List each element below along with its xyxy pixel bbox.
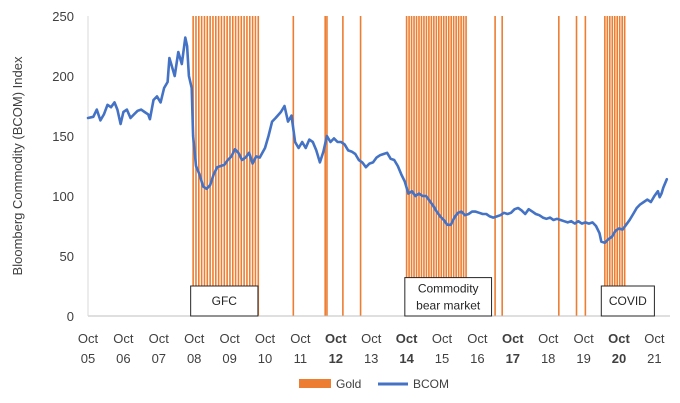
x-tick-year: 14 (399, 351, 414, 366)
gold-bars-layer (192, 16, 626, 316)
x-tick-month: Oct (325, 331, 347, 346)
x-tick-month: Oct (644, 331, 665, 346)
x-tick-year: 18 (541, 351, 555, 366)
x-tick-month: Oct (538, 331, 559, 346)
annotation-text: bear market (416, 298, 481, 312)
x-tick-month: Oct (432, 331, 453, 346)
x-tick-year: 12 (329, 351, 343, 366)
legend-label-gold: Gold (336, 377, 361, 391)
legend-item-gold: Gold (299, 377, 361, 391)
x-tick-month: Oct (467, 331, 488, 346)
x-tick-month: Oct (255, 331, 276, 346)
annotation-text: Commodity (418, 281, 479, 295)
y-tick-label: 150 (52, 129, 74, 144)
x-tick-month: Oct (78, 331, 99, 346)
annotation-commodity-bear-market: Commodity bear market (404, 277, 493, 317)
x-tick-year: 09 (222, 351, 236, 366)
legend-swatch-gold (299, 379, 331, 388)
x-tick-month: Oct (290, 331, 311, 346)
x-tick-year: 20 (612, 351, 626, 366)
annotation-covid: COVID (600, 285, 655, 317)
x-tick-year: 13 (364, 351, 378, 366)
x-tick-year: 15 (435, 351, 449, 366)
y-tick-label: 250 (52, 9, 74, 24)
annotation-text: GFC (212, 294, 238, 308)
x-tick-month: Oct (113, 331, 134, 346)
x-tick-month: Oct (396, 331, 418, 346)
x-tick-year: 21 (647, 351, 661, 366)
annotation-text: COVID (609, 294, 647, 308)
x-tick-year: 16 (470, 351, 484, 366)
annotation-box (404, 277, 493, 317)
legend-item-bcom: BCOM (378, 377, 449, 391)
x-tick-month: Oct (573, 331, 594, 346)
x-tick-year: 07 (152, 351, 166, 366)
x-tick-month: Oct (608, 331, 630, 346)
x-tick-month: Oct (184, 331, 205, 346)
annotations-layer: GFC Commodity bear market COVID (190, 277, 655, 317)
annotation-box (600, 285, 655, 317)
x-tick-year: 17 (506, 351, 520, 366)
x-tick-month: Oct (219, 331, 240, 346)
x-tick-month: Oct (149, 331, 170, 346)
x-tick-year: 06 (116, 351, 130, 366)
y-tick-label: 200 (52, 69, 74, 84)
x-tick-year: 19 (576, 351, 590, 366)
legend: Gold BCOM (299, 377, 449, 391)
annotation-box (190, 285, 259, 317)
x-tick-month: Oct (361, 331, 382, 346)
legend-label-bcom: BCOM (413, 377, 449, 391)
annotation-gfc: GFC (190, 285, 259, 317)
y-tick-label: 50 (60, 249, 74, 264)
x-tick-year: 11 (294, 351, 308, 366)
y-tick-label: 0 (67, 309, 74, 324)
x-tick-year: 10 (258, 351, 272, 366)
y-axis-label: Bloomberg Commodity (BCOM) Index (10, 56, 25, 275)
x-tick-year: 08 (187, 351, 201, 366)
x-tick-year: 05 (81, 351, 95, 366)
x-tick-month: Oct (502, 331, 524, 346)
y-tick-label: 100 (52, 189, 74, 204)
axes-layer: 0 50 100 150 200 250 Oct 05 Oct 06 Oct 07 Oct 08 Oct 09… (10, 9, 670, 366)
bcom-series-line (86, 36, 669, 245)
